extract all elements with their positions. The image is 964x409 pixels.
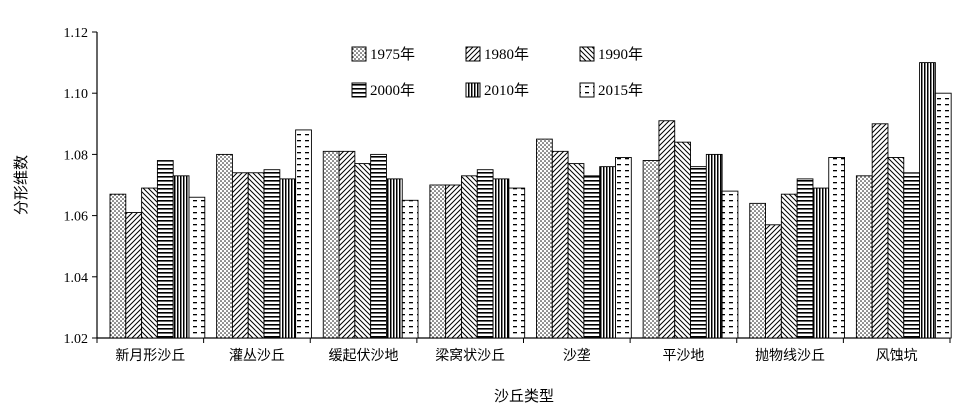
bar	[231, 172, 249, 339]
legend-swatch	[579, 82, 595, 98]
category-label: 新月形沙丘	[115, 348, 185, 364]
bar	[812, 187, 830, 339]
legend-swatch	[579, 46, 595, 62]
bar	[705, 153, 723, 339]
bar	[386, 178, 403, 339]
bar	[263, 169, 281, 339]
category-label: 沙垄	[563, 348, 591, 364]
bar	[658, 120, 676, 339]
bar	[476, 169, 494, 339]
bar	[188, 196, 206, 339]
y-axis-title: 分形维数	[12, 155, 30, 215]
bar	[871, 123, 889, 339]
bar	[247, 172, 265, 339]
y-tick-label: 1.02	[64, 332, 89, 347]
bar	[690, 166, 707, 339]
bar	[796, 178, 814, 339]
legend-label: 2000年	[370, 82, 415, 99]
bar	[615, 157, 632, 339]
category-label: 灌丛沙丘	[229, 348, 285, 364]
bar	[765, 224, 782, 339]
bar	[401, 199, 419, 339]
bar	[354, 163, 372, 339]
bar	[338, 150, 356, 339]
category-label: 风蚀坑	[876, 348, 918, 364]
bar	[279, 178, 297, 339]
plot-area: 1.02 1.04 1.06 1.08 1.10 1.12 新月形沙丘 灌丛沙丘 缓起伏沙地 梁窝…	[64, 26, 952, 364]
bar	[125, 212, 143, 339]
category-label: 缓起伏沙地	[329, 348, 399, 364]
bar	[536, 138, 553, 339]
bar	[749, 202, 767, 339]
legend-label: 1990年	[598, 46, 643, 63]
bar	[551, 150, 569, 339]
bar	[492, 178, 510, 339]
category-label: 抛物线沙丘	[755, 348, 825, 364]
legend-swatch	[351, 82, 367, 98]
y-tick-label: 1.06	[64, 210, 89, 225]
bar	[172, 175, 190, 339]
legend-label: 2010年	[484, 82, 529, 99]
y-tick-label: 1.10	[64, 87, 89, 102]
bar	[508, 187, 526, 339]
legend-swatch	[465, 46, 481, 62]
legend-label: 2015年	[598, 82, 643, 99]
bar	[156, 160, 174, 339]
bar	[445, 184, 462, 339]
legend-swatch	[465, 82, 481, 98]
bar	[141, 187, 158, 339]
legend-label: 1975年	[370, 46, 415, 63]
category-label: 梁窝状沙丘	[435, 347, 505, 364]
bar	[919, 62, 936, 339]
bar	[780, 193, 798, 339]
bar	[721, 190, 739, 339]
bar	[109, 193, 127, 339]
bar	[903, 172, 921, 339]
bar	[887, 157, 905, 339]
bar	[322, 150, 340, 339]
y-tick-label: 1.04	[64, 271, 89, 286]
bar	[370, 153, 387, 339]
bar	[828, 157, 846, 339]
bar	[216, 153, 233, 339]
legend: 1975年 1980年 1990年 2000年 2010年 2015年	[351, 46, 643, 99]
category-label: 平沙地	[662, 348, 704, 364]
bar	[934, 92, 952, 339]
bar	[855, 175, 873, 339]
bar	[295, 129, 312, 339]
bar	[674, 141, 691, 339]
legend-swatch	[351, 46, 367, 62]
y-tick-label: 1.12	[64, 26, 89, 41]
bar	[461, 175, 478, 339]
bar	[583, 175, 601, 339]
bar	[429, 184, 447, 339]
bar	[599, 166, 616, 339]
legend-label: 1980年	[484, 46, 529, 63]
x-axis-title: 沙丘类型	[494, 387, 554, 405]
bar	[642, 160, 660, 339]
y-tick-label: 1.08	[64, 148, 89, 163]
bar	[567, 163, 585, 339]
